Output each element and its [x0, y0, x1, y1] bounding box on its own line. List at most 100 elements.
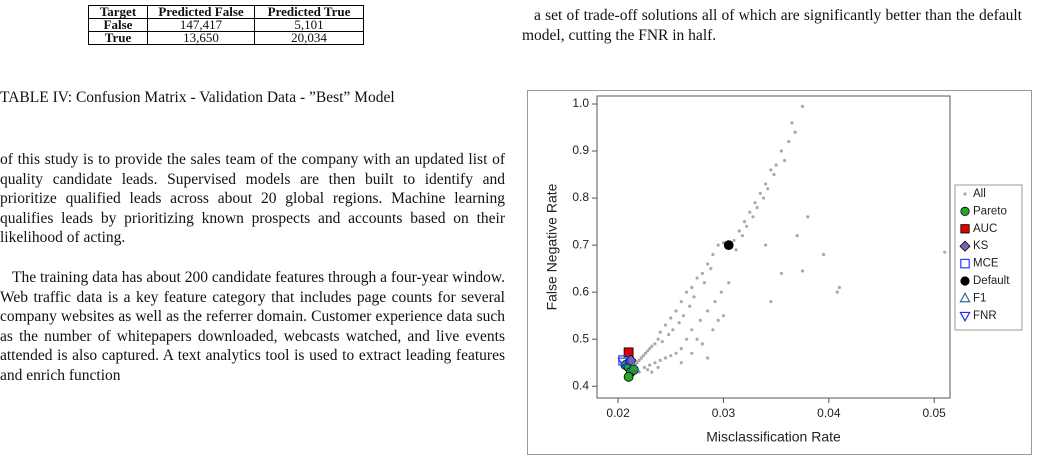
point	[663, 356, 668, 360]
point	[658, 358, 662, 362]
legend-label: MCE	[973, 258, 999, 270]
point	[643, 351, 648, 355]
point	[688, 304, 692, 308]
point	[658, 330, 662, 334]
point	[727, 281, 731, 285]
cell: 13,650	[147, 31, 255, 45]
point	[835, 290, 839, 294]
point	[790, 121, 794, 125]
legend-marker	[959, 240, 971, 252]
point	[653, 361, 657, 365]
cell: 20,034	[254, 31, 364, 45]
point	[656, 365, 660, 370]
point	[800, 104, 805, 108]
point	[716, 318, 720, 322]
point	[700, 271, 704, 275]
point	[751, 215, 755, 219]
legend-label: AUC	[973, 223, 997, 235]
y-tick-label: 0.4	[572, 378, 589, 392]
legend-label: KS	[973, 240, 989, 252]
point	[779, 149, 784, 153]
point	[645, 368, 650, 372]
point	[660, 339, 664, 344]
point	[745, 224, 749, 228]
point	[679, 299, 683, 304]
point	[656, 337, 660, 341]
point	[617, 357, 630, 369]
table-caption: TABLE IV: Confusion Matrix - Validation …	[0, 89, 395, 106]
point	[684, 337, 689, 341]
point	[690, 285, 694, 290]
chart-frame	[527, 90, 1032, 455]
point	[706, 262, 710, 266]
point	[653, 342, 657, 346]
point	[732, 238, 736, 243]
y-tick-label: 0.5	[572, 331, 589, 345]
point	[641, 354, 645, 358]
point	[677, 321, 681, 325]
point	[700, 342, 704, 346]
y-tick-label: 0.7	[572, 237, 589, 251]
point	[769, 168, 773, 172]
paragraph: The training data has about 200 candidat…	[0, 269, 505, 384]
point	[623, 371, 634, 382]
point	[748, 210, 752, 214]
y-axis-label: False Negative Rate	[544, 183, 560, 310]
legend-marker	[960, 224, 970, 234]
point	[706, 356, 710, 360]
point	[711, 252, 715, 257]
point	[679, 361, 683, 365]
legend-label: Default	[973, 275, 1010, 287]
point	[737, 229, 741, 233]
point	[709, 267, 713, 271]
point	[669, 354, 673, 358]
point	[763, 182, 768, 186]
y-tick-label: 0.6	[572, 284, 589, 298]
legend-label: Pareto	[973, 205, 1007, 217]
point	[690, 351, 694, 355]
point	[753, 201, 757, 205]
point	[698, 318, 702, 322]
point	[702, 281, 707, 285]
point	[645, 349, 650, 353]
point	[800, 269, 805, 273]
point	[721, 314, 726, 318]
point	[782, 158, 787, 163]
y-tick-label: 1.0	[572, 96, 589, 110]
point	[692, 295, 696, 299]
point	[635, 361, 639, 365]
point	[787, 140, 791, 144]
point	[837, 285, 841, 290]
point	[669, 316, 673, 320]
x-tick-label: 0.03	[712, 406, 736, 420]
point	[627, 360, 640, 372]
legend-marker	[963, 192, 967, 196]
paragraph: of this study is to provide the sales te…	[0, 151, 505, 247]
point	[667, 332, 671, 337]
point	[755, 205, 759, 210]
point	[711, 328, 715, 332]
point	[774, 163, 778, 167]
point	[763, 243, 768, 247]
point	[650, 370, 654, 374]
point	[723, 240, 734, 251]
point	[690, 328, 694, 332]
point	[742, 219, 747, 224]
point	[618, 355, 629, 366]
x-tick-label: 0.02	[606, 406, 630, 420]
y-tick-label: 0.9	[572, 143, 589, 157]
point	[695, 337, 699, 341]
point	[681, 314, 686, 318]
point	[716, 243, 720, 247]
chart: 0.02 0.03 0.04 0.05 0.4 0.5 0.6 0.7 0.8 0.9 1.0 Mis…	[527, 90, 1032, 455]
x-axis-label: Misclassification Rate	[706, 429, 841, 445]
legend-marker	[960, 258, 970, 269]
point	[642, 365, 647, 370]
point	[758, 191, 762, 195]
confusion-table: Target Predicted False Predicted True Fals…	[88, 5, 364, 45]
legend-label: All	[973, 188, 986, 200]
point	[943, 250, 947, 254]
point	[734, 248, 738, 252]
row-header: True	[88, 31, 148, 45]
